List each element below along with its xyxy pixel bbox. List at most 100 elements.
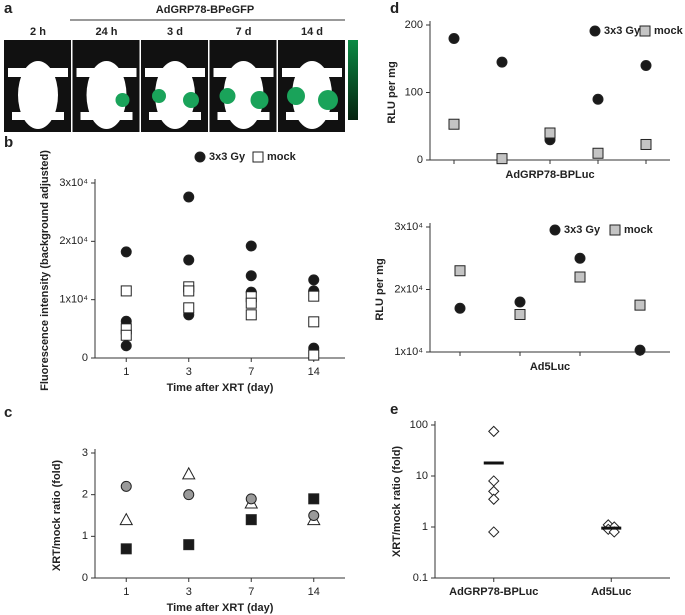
mouse-arm <box>8 68 68 77</box>
panel-letter: a <box>4 0 13 17</box>
legend-label: mock <box>654 25 684 37</box>
signal <box>219 88 236 104</box>
mouse-arm <box>76 68 137 77</box>
y-tick-label: 3x10⁴ <box>59 177 88 189</box>
point <box>308 349 320 361</box>
frame-label: 3 d <box>167 26 183 38</box>
mouse-leg <box>12 112 64 120</box>
point <box>183 191 195 203</box>
mouse-leg <box>80 112 133 120</box>
point <box>448 118 460 130</box>
signal <box>183 92 199 108</box>
x-tick-label: 1 <box>123 586 129 598</box>
point <box>496 153 508 165</box>
legend-marker <box>549 224 561 236</box>
y-tick-label: 3x10⁴ <box>394 221 423 233</box>
point <box>634 344 646 356</box>
point <box>245 240 257 252</box>
point <box>634 299 646 311</box>
mouse-leg <box>286 112 338 120</box>
mouse-arm <box>282 68 342 77</box>
point <box>245 514 257 526</box>
x-axis-label: Ad5Luc <box>530 361 570 373</box>
point <box>488 475 500 487</box>
point <box>544 127 556 139</box>
point <box>120 329 132 341</box>
x-axis-label: AdGRP78-BPLuc <box>505 169 594 181</box>
y-axis-label: XRT/mock ratio (fold) <box>51 460 63 572</box>
frame-label: 7 d <box>236 26 252 38</box>
mouse-arm <box>213 68 274 77</box>
x-axis-label: Time after XRT (day) <box>167 382 274 394</box>
y-tick-label: 2x10⁴ <box>394 283 423 295</box>
x-tick-label: 3 <box>186 586 192 598</box>
y-tick-label: 3 <box>82 447 88 459</box>
point <box>640 60 652 71</box>
legend-label: mock <box>624 224 654 236</box>
point <box>183 489 195 501</box>
y-tick-label: 0 <box>82 572 88 584</box>
point <box>454 265 466 277</box>
point <box>120 543 132 555</box>
y-tick-label: 0.1 <box>413 572 428 584</box>
y-axis-label: RLU per mg <box>386 61 398 123</box>
frame-label: 14 d <box>301 26 323 38</box>
x-tick-label: 7 <box>248 366 254 378</box>
color-bar <box>348 40 358 120</box>
point <box>245 297 257 309</box>
legend-label: mock <box>267 151 297 163</box>
panel-letter: e <box>390 401 398 418</box>
x-tick-label: AdGRP78-BPLuc <box>449 586 538 598</box>
point <box>448 33 460 44</box>
point <box>308 274 320 286</box>
y-axis-label: XRT/mock ratio (fold) <box>391 446 403 558</box>
y-tick-label: 2 <box>82 489 88 501</box>
legend-label: 3x3 Gy <box>209 151 246 163</box>
point <box>308 510 320 521</box>
mouse-arm <box>145 68 205 77</box>
point <box>592 93 604 105</box>
point <box>183 302 195 314</box>
legend-label: 3x3 Gy <box>604 25 641 37</box>
legend-label: 3x3 Gy <box>564 224 601 236</box>
y-tick-label: 1 <box>422 521 428 533</box>
signal <box>318 90 338 110</box>
x-tick-label: 3 <box>186 366 192 378</box>
y-tick-label: 2x10⁴ <box>59 235 88 247</box>
point <box>181 466 196 480</box>
x-tick-label: 1 <box>123 366 129 378</box>
point <box>308 316 320 328</box>
point <box>308 493 320 505</box>
point <box>640 138 652 150</box>
panel-letter: d <box>390 0 399 17</box>
signal <box>115 93 130 107</box>
y-axis-label: RLU per mg <box>374 258 386 320</box>
point <box>496 56 508 68</box>
y-axis-label: Fluorescence intensity (background adjus… <box>39 150 51 391</box>
x-tick-label: 14 <box>308 366 320 378</box>
point <box>119 512 134 526</box>
x-axis-label: Time after XRT (day) <box>167 602 274 614</box>
y-tick-label: 100 <box>405 86 423 98</box>
point <box>488 425 500 438</box>
point <box>183 539 195 551</box>
image-title: AdGRP78-BPeGFP <box>156 4 254 16</box>
legend-marker <box>589 25 601 37</box>
point <box>514 296 526 308</box>
y-tick-label: 0 <box>417 154 423 166</box>
point <box>574 252 586 264</box>
legend-marker <box>194 151 206 163</box>
signal <box>152 89 166 103</box>
point <box>245 270 257 282</box>
mouse-leg <box>149 112 201 120</box>
signal <box>287 87 305 105</box>
point <box>120 246 132 258</box>
point <box>488 526 500 538</box>
legend-marker <box>639 25 651 37</box>
point <box>245 309 257 321</box>
point <box>454 302 466 314</box>
point <box>574 271 586 283</box>
legend-marker <box>252 151 264 163</box>
y-tick-label: 1 <box>82 530 88 542</box>
